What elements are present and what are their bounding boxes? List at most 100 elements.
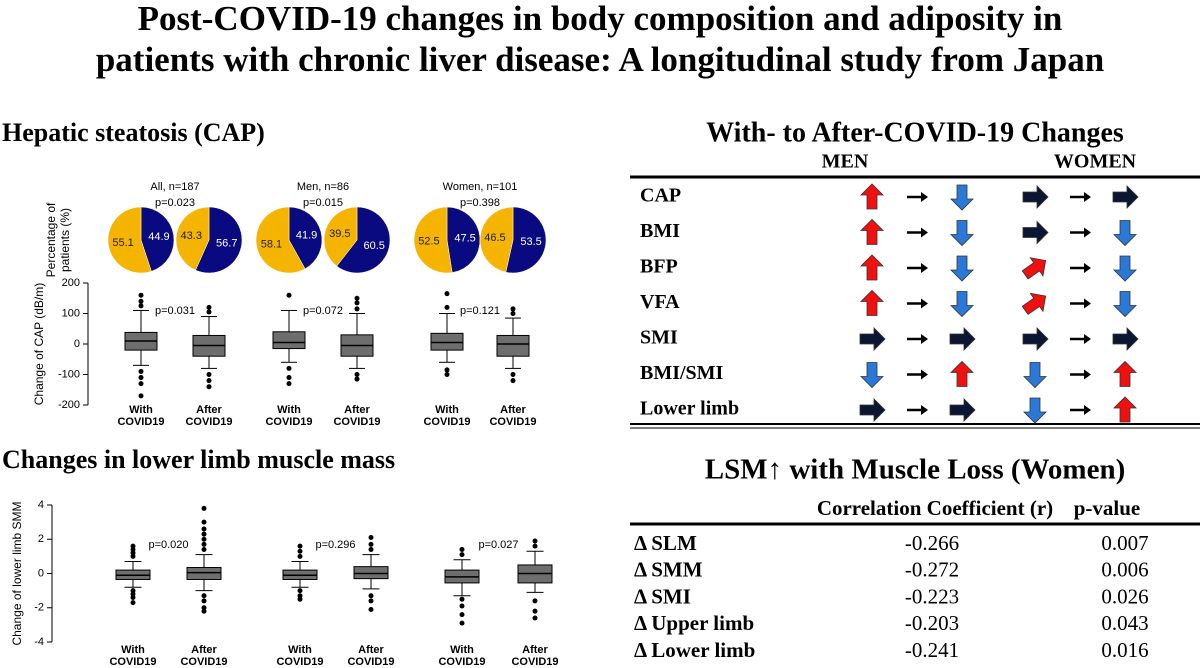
cell: 0.016	[1101, 638, 1148, 662]
cell: -0.203	[905, 611, 959, 635]
y-tick-label: 200	[62, 277, 80, 289]
y-tick-label: -200	[58, 399, 80, 411]
change-arrow	[950, 360, 974, 387]
outlier	[354, 372, 360, 377]
x-tick-label: COVID19	[180, 656, 227, 668]
outlier	[138, 298, 144, 304]
x-tick-label: COVID19	[117, 416, 164, 428]
cell: 0.006	[1101, 558, 1148, 582]
pie-label: 56.7	[216, 238, 237, 250]
table-title: With- to After-COVID-19 Changes	[706, 117, 1124, 148]
pie-slice	[255, 206, 306, 274]
outlier	[459, 620, 465, 626]
cell: -0.241	[905, 638, 959, 662]
x-tick-label: COVID19	[276, 656, 323, 668]
outlier	[130, 543, 136, 549]
outlier	[532, 543, 538, 549]
cell: -0.266	[905, 531, 959, 555]
outlier	[130, 550, 136, 556]
outlier	[138, 303, 144, 309]
y-tick-label: 2	[38, 533, 44, 545]
outlier	[354, 295, 360, 301]
change-arrow	[1112, 185, 1139, 209]
transition-arrow-head	[921, 298, 928, 309]
p-value: p=0.398	[460, 197, 500, 209]
cell: 0.043	[1101, 611, 1148, 635]
outlier	[532, 608, 538, 614]
change-arrow	[1113, 360, 1137, 387]
row-label: Δ SMI	[634, 584, 691, 608]
x-tick-label: After	[522, 644, 548, 656]
x-tick-label: COVID19	[423, 416, 470, 428]
row-label: BFP	[640, 256, 678, 278]
row-label: BMI/SMI	[640, 362, 724, 384]
pie-slice	[175, 206, 210, 271]
outlier	[368, 547, 374, 553]
column-header: Correlation Coefficient (r)	[817, 496, 1053, 520]
x-tick-label: COVID19	[185, 416, 232, 428]
outlier	[206, 372, 212, 377]
x-tick-label: After	[358, 644, 384, 656]
pie-label: 53.5	[520, 236, 541, 248]
transition-arrow-head	[1084, 369, 1091, 380]
transition-arrow-head	[1084, 227, 1091, 238]
row-label: Lower limb	[640, 398, 739, 420]
x-tick-label: COVID19	[511, 656, 558, 668]
outlier	[297, 548, 303, 554]
y-tick-label: 0	[38, 567, 44, 579]
group-title: Women, n=101	[443, 181, 518, 193]
outlier	[130, 553, 136, 559]
x-tick-label: With	[277, 404, 301, 416]
pie-slice	[140, 206, 175, 272]
p-value: p=0.031	[155, 305, 195, 317]
outlier	[368, 606, 374, 612]
pie-slice	[505, 206, 547, 274]
column-header: MEN	[822, 151, 869, 173]
outlier	[510, 378, 516, 384]
title-line: Post-COVID-19 changes in body compositio…	[138, 0, 1063, 38]
outlier	[297, 553, 303, 559]
outlier	[286, 381, 292, 387]
x-tick-label: COVID19	[347, 656, 394, 668]
cell: 0.026	[1101, 584, 1148, 608]
transition-arrow-head	[1084, 405, 1091, 415]
outlier	[510, 311, 516, 316]
outlier	[138, 381, 144, 387]
row-label: Δ SLM	[634, 531, 697, 555]
outlier	[201, 541, 207, 547]
transition-arrow-head	[1084, 263, 1091, 273]
x-tick-label: After	[500, 404, 526, 416]
outlier	[368, 535, 374, 541]
group-title: Men, n=86	[297, 181, 349, 193]
x-tick-label: COVID19	[489, 416, 536, 428]
p-value: p=0.121	[460, 305, 500, 317]
pie-slice	[446, 206, 481, 273]
outlier	[201, 547, 207, 553]
pie-label: 55.1	[112, 237, 133, 249]
outlier	[130, 588, 136, 594]
title-line: patients with chronic liver disease: A l…	[96, 40, 1104, 79]
row-label: Δ SMM	[634, 558, 703, 582]
outlier	[354, 300, 360, 306]
pie-slice	[323, 206, 358, 267]
pie-label: 41.9	[296, 229, 317, 241]
y-axis-label: Percentage of	[44, 202, 58, 277]
y-tick-label: 0	[74, 338, 80, 350]
change-arrow	[1113, 396, 1137, 423]
transition-arrow-head	[921, 192, 928, 202]
transition-arrow-head	[1084, 334, 1091, 344]
outlier	[286, 365, 292, 371]
x-tick-label: After	[196, 404, 222, 416]
pie-label: 43.3	[181, 230, 202, 242]
x-tick-label: COVID19	[333, 416, 380, 428]
box	[186, 567, 222, 580]
p-value: p=0.015	[303, 197, 343, 209]
outlier	[444, 367, 450, 373]
outlier	[206, 304, 212, 310]
pie-slice	[288, 206, 323, 270]
section-heading: Hepatic steatosis (CAP)	[2, 118, 265, 147]
change-arrow	[950, 220, 974, 247]
change-arrow	[1021, 257, 1047, 280]
outlier	[532, 615, 538, 621]
